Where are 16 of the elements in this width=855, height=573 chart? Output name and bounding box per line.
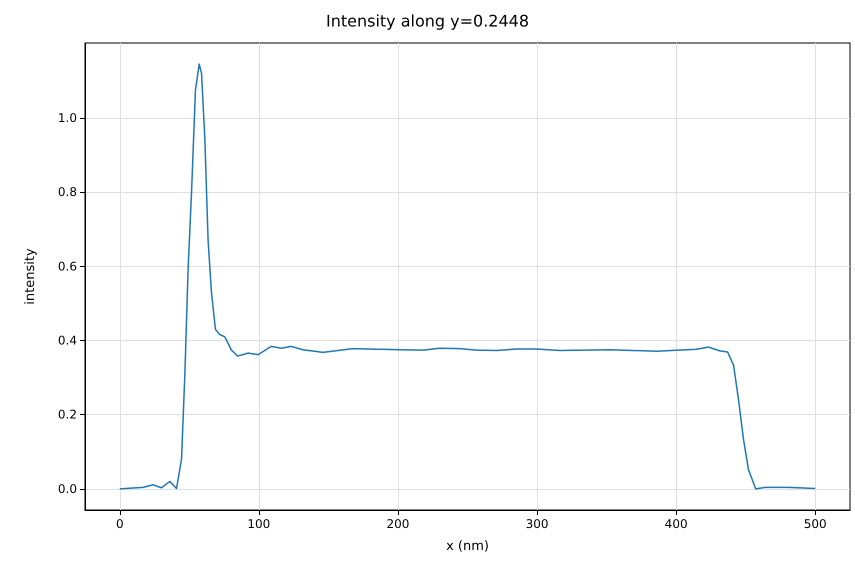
y-tick-label: 0.8 bbox=[58, 185, 77, 200]
y-tick-label: 0.6 bbox=[58, 259, 77, 274]
y-tick-label: 0.0 bbox=[58, 482, 77, 496]
x-tick-label: 200 bbox=[386, 517, 410, 531]
y-tick-label: 1.0 bbox=[58, 110, 77, 125]
y-axis-title: intensity bbox=[23, 248, 38, 305]
line-series bbox=[119, 63, 816, 490]
x-tick-label: 400 bbox=[664, 517, 688, 531]
y-tick-label: 0.2 bbox=[58, 408, 77, 422]
chart-title: Intensity along y=0.2448 bbox=[326, 12, 530, 30]
x-tick-label: 0 bbox=[116, 517, 124, 531]
x-tick-label: 500 bbox=[804, 517, 827, 531]
x-tick-label: 100 bbox=[247, 517, 270, 531]
x-axis-title: x (nm) bbox=[446, 539, 489, 554]
x-tick-label: 300 bbox=[526, 517, 548, 531]
y-tick-label: 0.4 bbox=[58, 333, 77, 348]
